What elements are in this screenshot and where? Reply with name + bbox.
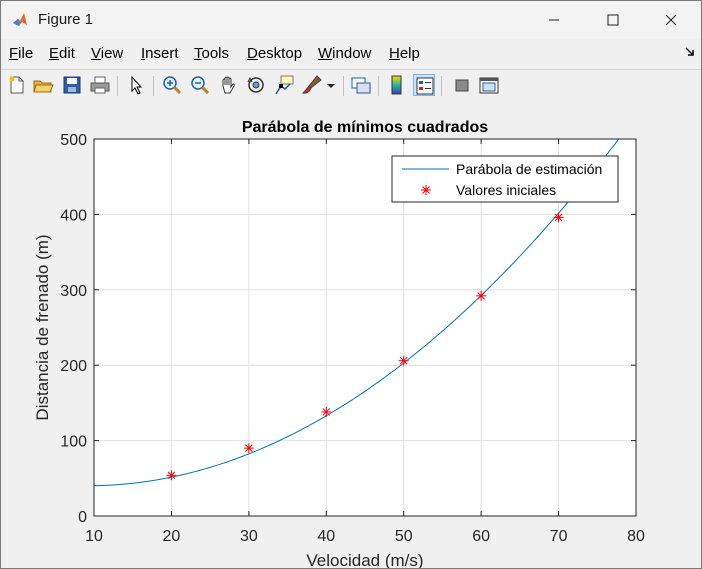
x-tick-label: 60	[472, 528, 490, 545]
chart-title: Parábola de mínimos cuadrados	[242, 119, 488, 136]
y-tick-label: 400	[60, 207, 87, 224]
pan-icon	[222, 76, 235, 94]
x-tick-label: 70	[550, 528, 568, 545]
data-cursor-icon	[275, 75, 294, 95]
legend-icon	[416, 77, 434, 95]
hide-plot-tools-icon	[455, 79, 469, 92]
minimize-button[interactable]	[525, 1, 583, 39]
matlab-logo-icon	[13, 13, 27, 26]
x-tick-label: 80	[627, 528, 645, 545]
window-title: Figure 1	[38, 11, 94, 28]
zoom-out-button[interactable]	[189, 74, 211, 96]
title-bar: Figure 1	[1, 1, 701, 39]
link-plot-button[interactable]	[350, 74, 372, 96]
pan-button[interactable]	[217, 74, 239, 96]
save-button[interactable]	[61, 74, 83, 96]
show-plot-tools-icon	[479, 77, 499, 94]
legend-marker-swatch	[421, 185, 431, 195]
hide-plot-tools-button[interactable]	[451, 74, 473, 96]
data-point-marker	[553, 212, 564, 223]
zoom-in-button[interactable]	[161, 74, 183, 96]
toolbar-separator	[343, 76, 344, 96]
menu-view[interactable]: View	[91, 45, 124, 62]
minimize-icon	[549, 19, 559, 21]
menu-window[interactable]: Window	[318, 45, 372, 62]
data-cursor-button[interactable]	[273, 74, 295, 96]
print-button[interactable]	[89, 74, 111, 96]
x-tick-label: 30	[240, 528, 258, 545]
zoom-out-icon	[191, 76, 210, 95]
brush-dropdown-button[interactable]	[325, 74, 337, 96]
data-point-marker	[321, 406, 332, 417]
x-axis-label: Velocidad (m/s)	[306, 551, 423, 568]
close-button[interactable]	[642, 1, 700, 39]
print-icon	[90, 76, 110, 94]
menu-desktop[interactable]: Desktop	[247, 45, 303, 62]
new-figure-button[interactable]	[6, 74, 28, 96]
maximize-button[interactable]	[584, 1, 642, 39]
axes-box	[93, 138, 637, 517]
y-tick-label: 500	[60, 132, 87, 149]
save-icon	[63, 76, 81, 94]
menu-insert[interactable]: Insert	[141, 45, 179, 62]
figure-toolbar	[1, 69, 701, 103]
zoom-in-icon	[163, 76, 182, 95]
menu-file[interactable]: File	[9, 45, 34, 62]
toolbar-separator	[117, 76, 118, 96]
data-point-marker	[166, 470, 177, 481]
maximize-icon	[607, 14, 619, 26]
y-tick-label: 100	[60, 434, 87, 451]
data-point-marker	[398, 355, 409, 366]
link-plot-icon	[351, 77, 371, 94]
toolbar-separator	[378, 76, 379, 96]
new-figure-icon	[9, 76, 24, 94]
menu-bar: File Edit View Insert Tools Desktop Wind…	[1, 41, 701, 67]
menu-help[interactable]: Help	[389, 45, 420, 62]
estimation-curve	[94, 139, 620, 487]
x-tick-label: 10	[85, 528, 103, 545]
toolbar-separator	[441, 76, 442, 96]
x-tick-label: 40	[317, 528, 335, 545]
legend-box[interactable]	[391, 155, 619, 203]
plot-svg: 10 20 30 40 50 60 70 80 0 100 200 300 400 500 Parábol…	[33, 119, 645, 568]
toolbar-separator	[153, 76, 154, 96]
colorbar-icon	[391, 75, 402, 95]
x-tick-label: 50	[395, 528, 413, 545]
brush-button[interactable]	[301, 74, 323, 96]
menu-tools[interactable]: Tools	[194, 45, 230, 62]
y-tick-label: 200	[60, 358, 87, 375]
y-axis-label: Distancia de frenado (m)	[33, 234, 52, 420]
rotate-3d-icon	[247, 76, 264, 93]
y-tick-label: 0	[78, 509, 87, 526]
edit-plot-icon	[131, 75, 143, 95]
y-tick-label: 300	[60, 283, 87, 300]
dock-arrow-icon[interactable]	[685, 47, 695, 57]
show-plot-tools-button[interactable]	[478, 74, 500, 96]
colorbar-button[interactable]	[386, 74, 408, 96]
edit-plot-button[interactable]	[126, 74, 148, 96]
brush-dropdown-icon	[327, 84, 335, 88]
brush-icon	[301, 75, 322, 94]
open-file-icon	[33, 80, 54, 93]
figure-canvas: 10 20 30 40 50 60 70 80 0 100 200 300 400 500 Parábol…	[1, 102, 701, 568]
close-icon	[665, 14, 677, 26]
legend-button[interactable]	[413, 74, 435, 96]
legend-entry-label: Valores iniciales	[456, 182, 556, 198]
menu-edit[interactable]: Edit	[49, 45, 75, 62]
x-tick-label: 20	[163, 528, 181, 545]
open-file-button[interactable]	[32, 74, 54, 96]
data-point-marker	[243, 443, 254, 454]
rotate-3d-button[interactable]	[245, 74, 267, 96]
legend-entry-label: Parábola de estimación	[456, 161, 602, 177]
data-point-marker	[476, 290, 487, 301]
